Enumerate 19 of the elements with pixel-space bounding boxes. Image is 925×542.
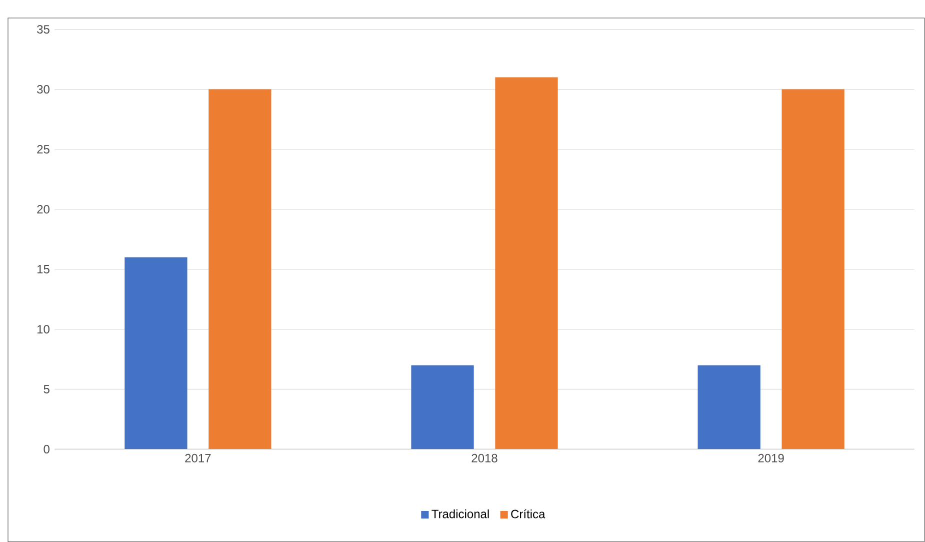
y-tick-label: 10: [38, 324, 50, 334]
y-tick-label: 5: [44, 384, 50, 394]
bar: [124, 257, 188, 449]
y-tick-label: 35: [37, 24, 50, 34]
legend-label: Crítica: [511, 509, 546, 518]
bar: [698, 364, 760, 449]
y-tick-label: 20: [37, 204, 50, 214]
x-tick-label: 2017: [185, 454, 211, 462]
legend-label: Tradicional: [432, 509, 489, 518]
y-tick-label: 15: [38, 264, 50, 274]
y-tick-label: 0: [44, 444, 50, 454]
bar: [495, 77, 558, 449]
bar: [782, 89, 844, 449]
x-tick-label: 2018: [472, 454, 498, 462]
bar: [208, 89, 272, 449]
y-tick-label: 25: [37, 144, 50, 154]
y-tick-label: 30: [37, 84, 50, 94]
bar: [411, 364, 474, 449]
x-tick-label: 2019: [758, 454, 784, 462]
